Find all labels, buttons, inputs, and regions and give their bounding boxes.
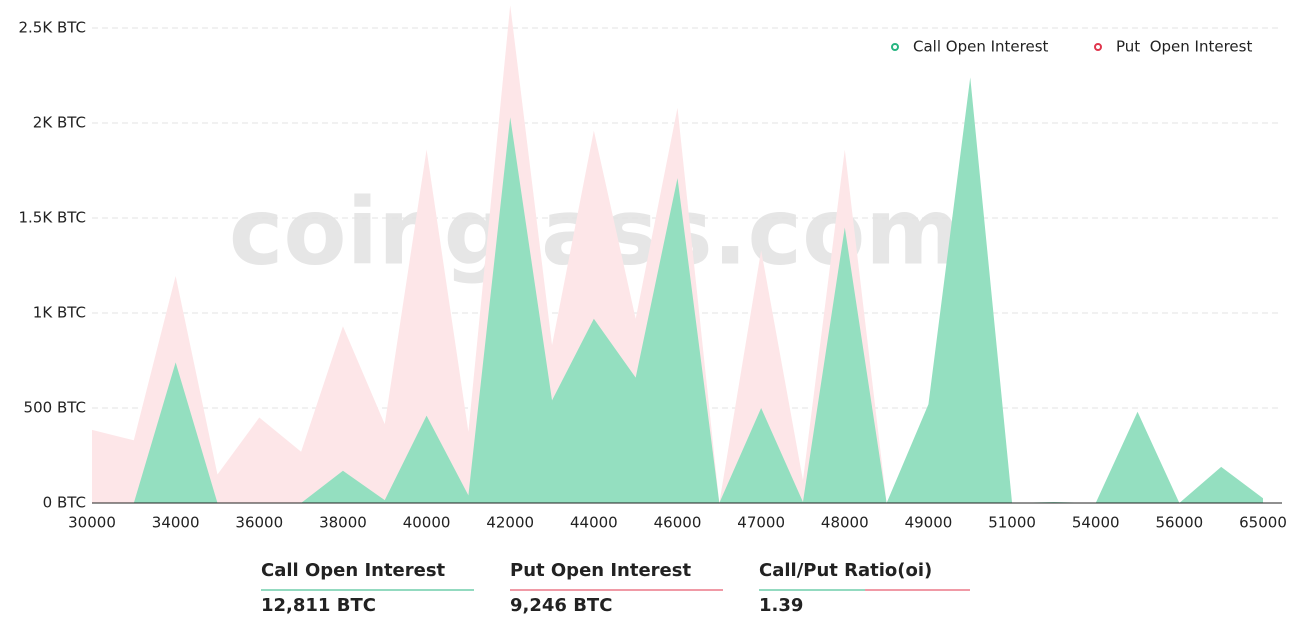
x-tick-label: 49000	[905, 514, 953, 532]
y-tick-label: 1.5K BTC	[18, 209, 86, 227]
y-tick-label: 2K BTC	[33, 114, 86, 132]
x-tick-label: 51000	[988, 514, 1036, 532]
y-tick-label: 0 BTC	[43, 494, 86, 512]
summary-value: 12,811 BTC	[261, 595, 376, 616]
x-tick-label: 42000	[486, 514, 534, 532]
x-tick-label: 46000	[654, 514, 702, 532]
summary-label: Put Open Interest	[510, 560, 691, 581]
legend-marker	[891, 43, 899, 51]
summary-value: 1.39	[759, 595, 803, 616]
y-tick-label: 500 BTC	[24, 399, 86, 417]
x-tick-label: 44000	[570, 514, 618, 532]
x-tick-label: 65000	[1239, 514, 1287, 532]
x-tick-label: 40000	[403, 514, 451, 532]
x-tick-label: 54000	[1072, 514, 1120, 532]
x-tick-label: 30000	[68, 514, 116, 532]
summary-label: Call Open Interest	[261, 560, 446, 581]
y-tick-label: 2.5K BTC	[18, 19, 86, 37]
x-tick-label: 38000	[319, 514, 367, 532]
x-tick-label: 47000	[737, 514, 785, 532]
x-tick-label: 48000	[821, 514, 869, 532]
legend-marker	[1094, 43, 1102, 51]
area	[92, 77, 1263, 504]
summary-label: Call/Put Ratio(oi)	[759, 560, 932, 581]
x-tick-label: 36000	[235, 514, 283, 532]
legend-label: Call Open Interest	[913, 38, 1049, 56]
y-tick-label: 1K BTC	[33, 304, 86, 322]
x-tick-label: 34000	[152, 514, 200, 532]
legend-label: Put Open Interest	[1116, 38, 1252, 56]
summary-value: 9,246 BTC	[510, 595, 612, 616]
x-tick-label: 56000	[1155, 514, 1203, 532]
